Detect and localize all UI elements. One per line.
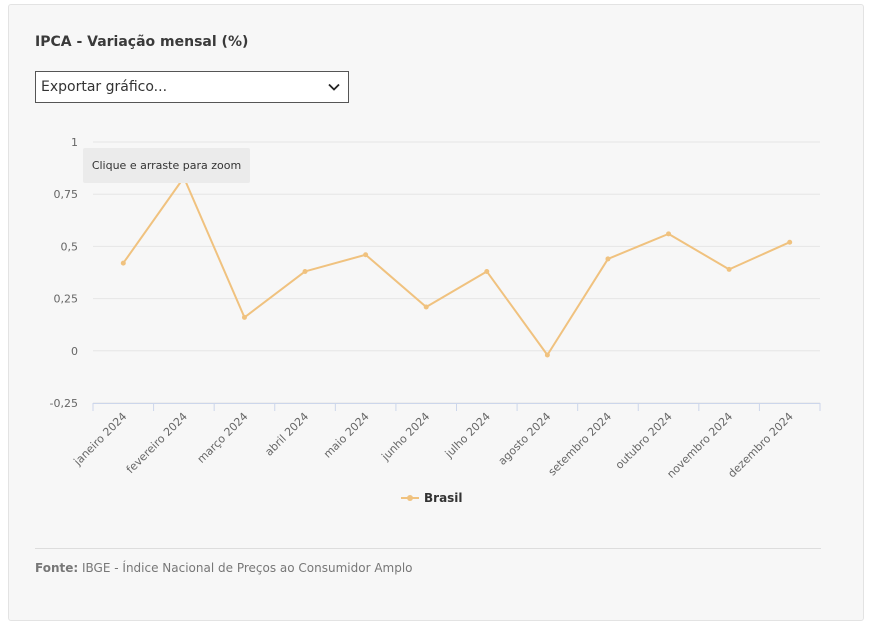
x-tick-label: março 2024	[195, 410, 251, 466]
y-tick-label: -0,25	[50, 397, 78, 410]
x-tick-label: julho 2024	[442, 410, 493, 461]
y-tick-label: 0,75	[54, 188, 79, 201]
x-tick-label: outubro 2024	[613, 410, 675, 472]
x-tick-label: fevereiro 2024	[124, 410, 190, 476]
y-tick-label: 0	[71, 345, 78, 358]
x-tick-label: janeiro 2024	[71, 410, 130, 469]
x-tick-label: abril 2024	[262, 410, 311, 459]
legend-label: Brasil	[424, 491, 463, 505]
source-label: Fonte:	[35, 561, 79, 575]
x-tick-label: dezembro 2024	[725, 410, 795, 480]
x-tick-label: novembro 2024	[664, 410, 735, 481]
legend-marker-icon	[401, 495, 419, 501]
legend-item-brasil[interactable]: Brasil	[400, 491, 463, 505]
data-point	[302, 268, 308, 274]
data-point	[726, 266, 732, 272]
export-chart-select[interactable]: Exportar gráfico...	[35, 71, 349, 103]
data-point	[423, 304, 429, 310]
data-point	[363, 252, 369, 258]
data-point	[787, 239, 793, 245]
chart-card	[8, 4, 864, 621]
data-point	[605, 256, 611, 262]
data-point	[484, 268, 490, 274]
data-point	[241, 314, 247, 320]
x-tick-label: maio 2024	[321, 410, 372, 461]
data-point	[544, 352, 550, 358]
source-note: Fonte: IBGE - Índice Nacional de Preços …	[35, 561, 413, 575]
export-select-value: Exportar gráfico...	[41, 79, 168, 95]
chart-title: IPCA - Variação mensal (%)	[35, 34, 249, 50]
x-tick-label: setembro 2024	[546, 410, 614, 478]
data-point	[120, 260, 126, 266]
chevron-down-icon	[328, 83, 340, 91]
y-tick-label: 0,5	[61, 240, 79, 253]
zoom-hint-tooltip: Clique e arraste para zoom	[83, 148, 250, 183]
divider	[35, 548, 821, 549]
y-tick-label: 0,25	[54, 293, 79, 306]
x-tick-label: junho 2024	[378, 410, 432, 464]
source-text: IBGE - Índice Nacional de Preços ao Cons…	[82, 561, 413, 575]
series-line-brasil	[122, 176, 791, 356]
y-tick-label: 1	[71, 136, 78, 149]
data-point	[666, 231, 672, 237]
x-tick-label: agosto 2024	[496, 410, 554, 468]
